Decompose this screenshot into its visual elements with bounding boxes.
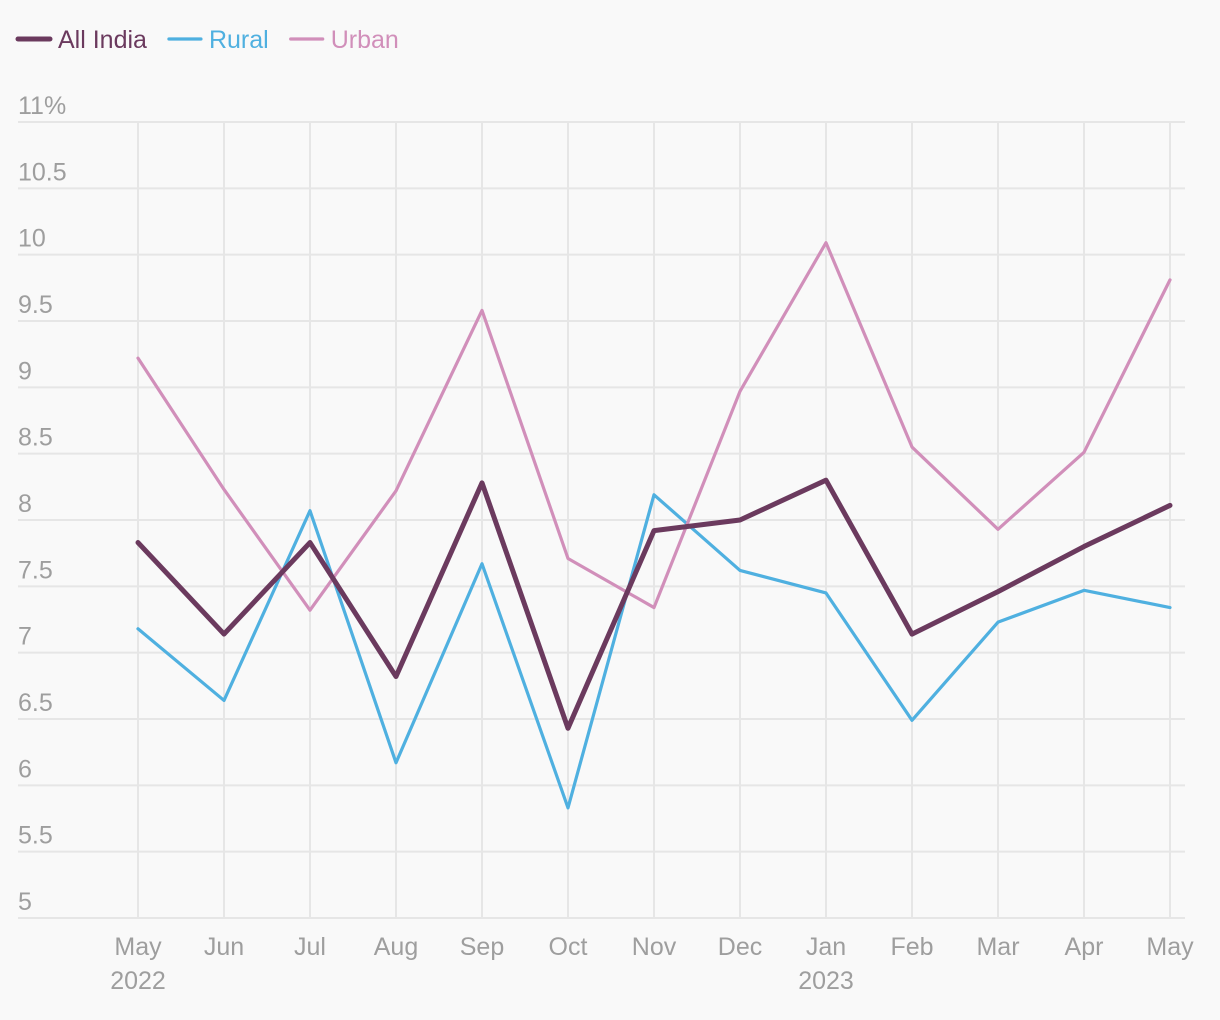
y-axis: 11% 10.5 10 9.5 9 8.5 8 7.5 7 6.5 6 5.5 5 (18, 92, 67, 916)
x-year-label: 2022 (110, 967, 166, 995)
series-lines (135, 241, 1173, 810)
series-line-all-india (135, 477, 1173, 731)
x-tick-label: Apr (1065, 933, 1104, 961)
y-tick-label: 6 (18, 755, 32, 783)
legend-label: Rural (209, 26, 269, 54)
x-year-label: 2023 (798, 967, 854, 995)
series-line-urban (136, 241, 1172, 612)
y-tick-label: 5 (18, 888, 32, 916)
x-tick-label: Jun (204, 933, 244, 961)
x-tick-label: Mar (976, 933, 1019, 961)
legend: All India Rural Urban (15, 26, 399, 54)
legend-item-urban[interactable]: Urban (289, 26, 399, 54)
legend-label: All India (58, 26, 147, 54)
x-tick-label: May (1146, 933, 1194, 961)
y-tick-label: 5.5 (18, 822, 53, 850)
y-tick-label: 7 (18, 623, 32, 651)
y-tick-label: 6.5 (18, 689, 53, 717)
x-tick-label: Feb (890, 933, 933, 961)
y-tick-label: 9 (18, 357, 32, 385)
y-tick-label: 8.5 (18, 424, 53, 452)
y-tick-label: 7.5 (18, 556, 53, 584)
x-tick-label: Jan (806, 933, 846, 961)
x-tick-label: Nov (632, 933, 677, 961)
series-line-rural (136, 493, 1172, 810)
x-tick-label: Oct (549, 933, 588, 961)
legend-item-rural[interactable]: Rural (167, 26, 269, 54)
y-tick-label: 8 (18, 490, 32, 518)
x-tick-label: Aug (374, 933, 418, 961)
legend-label: Urban (331, 26, 399, 54)
x-tick-label: May (114, 933, 162, 961)
y-tick-label: 10 (18, 225, 46, 253)
x-tick-label: Dec (718, 933, 762, 961)
y-tick-label: 11% (18, 92, 66, 120)
legend-item-all-india[interactable]: All India (15, 26, 147, 54)
x-axis: May Jun Jul Aug Sep Oct Nov Dec Jan Feb Mar Apr May 2… (110, 933, 1194, 995)
y-tick-label: 9.5 (18, 291, 53, 319)
x-tick-label: Sep (460, 933, 504, 961)
grid (18, 121, 1185, 919)
x-tick-label: Jul (294, 933, 326, 961)
y-tick-label: 10.5 (18, 158, 67, 186)
